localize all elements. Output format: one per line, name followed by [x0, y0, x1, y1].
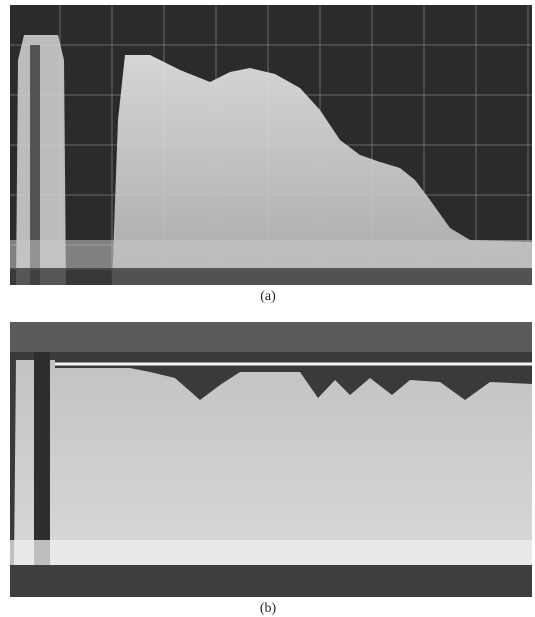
photo-a [10, 5, 532, 285]
caption: (b) [260, 601, 277, 616]
photo-b [10, 322, 532, 597]
caption: (a) [260, 289, 276, 304]
